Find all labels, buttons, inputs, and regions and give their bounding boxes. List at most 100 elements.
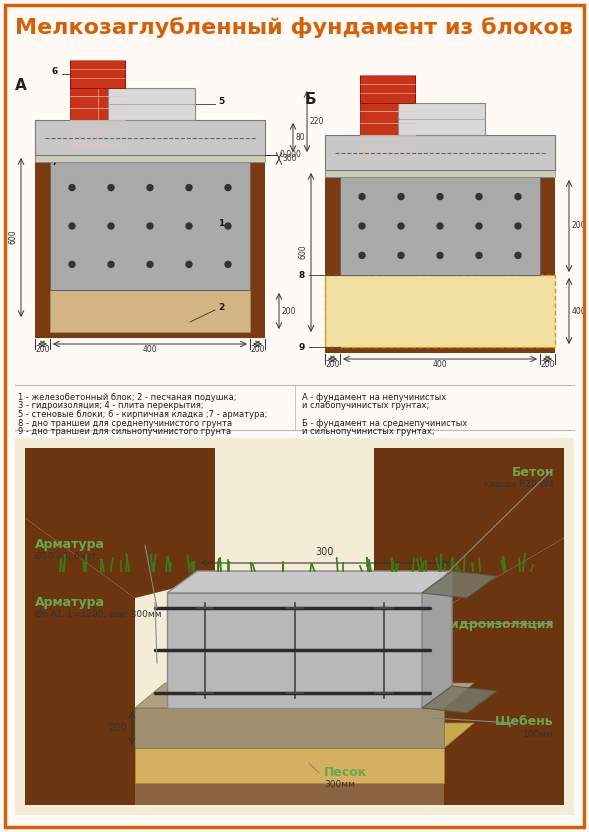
Text: 9: 9 xyxy=(299,343,305,351)
Circle shape xyxy=(147,185,153,191)
Text: Песок: Песок xyxy=(324,766,367,779)
Polygon shape xyxy=(135,683,474,708)
Text: 400: 400 xyxy=(572,306,587,315)
Bar xyxy=(360,75,415,170)
Text: 600: 600 xyxy=(9,230,18,245)
Polygon shape xyxy=(25,518,135,805)
Text: 8 - дно траншеи для среднепучинистого грунта: 8 - дно траншеи для среднепучинистого гр… xyxy=(18,418,232,428)
Circle shape xyxy=(69,261,75,267)
Circle shape xyxy=(147,261,153,267)
Text: 200: 200 xyxy=(250,345,264,354)
Text: 7: 7 xyxy=(52,158,58,167)
Circle shape xyxy=(398,223,404,229)
Circle shape xyxy=(359,223,365,229)
Text: 6: 6 xyxy=(52,67,58,76)
Bar xyxy=(167,593,422,708)
Circle shape xyxy=(108,185,114,191)
Text: 600: 600 xyxy=(299,245,308,260)
Bar xyxy=(398,103,485,135)
Circle shape xyxy=(186,261,192,267)
Text: 3 - гидроизоляция; 4 - плита перекрытия;: 3 - гидроизоляция; 4 - плита перекрытия; xyxy=(18,402,204,410)
Circle shape xyxy=(476,223,482,229)
Text: класса В20 W4: класса В20 W4 xyxy=(484,480,554,489)
Text: 200: 200 xyxy=(540,360,555,369)
Text: Ø6 А1, L=1200, шаг 300мм: Ø6 А1, L=1200, шаг 300мм xyxy=(35,610,161,619)
Circle shape xyxy=(359,194,365,200)
Text: 80: 80 xyxy=(296,133,306,142)
Circle shape xyxy=(186,223,192,229)
Text: Бетон: Бетон xyxy=(512,466,554,479)
Text: Ø10 А3, 6 шт.: Ø10 А3, 6 шт. xyxy=(35,552,99,561)
Text: и сильнопучинистых грунтах;: и сильнопучинистых грунтах; xyxy=(302,427,435,436)
Polygon shape xyxy=(135,708,444,748)
Bar xyxy=(50,162,250,290)
Bar xyxy=(108,88,195,120)
Polygon shape xyxy=(25,448,215,598)
Circle shape xyxy=(515,194,521,200)
Text: А - фундамент на непучинистых: А - фундамент на непучинистых xyxy=(302,393,446,402)
Bar xyxy=(35,120,265,155)
Circle shape xyxy=(108,223,114,229)
Bar xyxy=(50,290,250,332)
Circle shape xyxy=(515,252,521,259)
Text: 220: 220 xyxy=(310,117,325,126)
Text: 2: 2 xyxy=(218,303,224,312)
Polygon shape xyxy=(135,748,444,805)
Circle shape xyxy=(147,223,153,229)
Text: 0,000: 0,000 xyxy=(279,151,301,160)
Text: Щебень: Щебень xyxy=(495,716,554,729)
Bar xyxy=(325,135,555,170)
Circle shape xyxy=(476,194,482,200)
Text: Арматура: Арматура xyxy=(35,538,105,551)
Polygon shape xyxy=(422,686,497,713)
Text: 4: 4 xyxy=(52,131,58,140)
Text: и слабопучинистых грунтах;: и слабопучинистых грунтах; xyxy=(302,402,429,410)
Polygon shape xyxy=(167,571,452,593)
Circle shape xyxy=(69,223,75,229)
Circle shape xyxy=(69,185,75,191)
Text: 300: 300 xyxy=(282,154,297,163)
Text: 300мм: 300мм xyxy=(324,780,355,789)
Text: А: А xyxy=(15,77,27,92)
Text: 200: 200 xyxy=(282,306,296,315)
Circle shape xyxy=(225,185,231,191)
Circle shape xyxy=(225,261,231,267)
Text: 300: 300 xyxy=(315,547,334,557)
Polygon shape xyxy=(422,571,497,598)
Circle shape xyxy=(359,252,365,259)
Bar xyxy=(15,438,574,815)
Polygon shape xyxy=(135,748,444,783)
Text: 200: 200 xyxy=(108,723,127,733)
Text: 8: 8 xyxy=(299,270,305,280)
Circle shape xyxy=(108,261,114,267)
Bar xyxy=(325,170,555,177)
Text: 500: 500 xyxy=(283,645,306,655)
Circle shape xyxy=(515,223,521,229)
Text: 200: 200 xyxy=(35,345,49,354)
Polygon shape xyxy=(135,723,474,748)
Polygon shape xyxy=(422,571,452,708)
Text: Гидроизоляция: Гидроизоляция xyxy=(442,618,554,631)
Bar xyxy=(70,60,125,155)
Text: 9 - дно траншеи для сильнопучинистого грунта: 9 - дно траншеи для сильнопучинистого гр… xyxy=(18,427,231,436)
Bar xyxy=(325,170,555,353)
Bar xyxy=(325,275,555,347)
Circle shape xyxy=(437,252,443,259)
Text: 1: 1 xyxy=(218,219,224,228)
Text: Б: Б xyxy=(305,92,317,107)
Text: Арматура: Арматура xyxy=(35,596,105,609)
Circle shape xyxy=(398,252,404,259)
Text: 200: 200 xyxy=(572,221,587,230)
Text: 5: 5 xyxy=(218,97,224,106)
Text: Б - фундамент на среднепучинистых: Б - фундамент на среднепучинистых xyxy=(302,418,468,428)
Polygon shape xyxy=(444,538,564,805)
Text: 400: 400 xyxy=(143,345,157,354)
Text: 400: 400 xyxy=(433,360,447,369)
Text: Мелкозаглубленный фундамент из блоков: Мелкозаглубленный фундамент из блоков xyxy=(15,17,573,38)
Circle shape xyxy=(398,194,404,200)
Bar xyxy=(70,60,125,88)
Circle shape xyxy=(186,185,192,191)
Circle shape xyxy=(437,194,443,200)
Text: 3: 3 xyxy=(218,151,224,160)
Circle shape xyxy=(476,252,482,259)
